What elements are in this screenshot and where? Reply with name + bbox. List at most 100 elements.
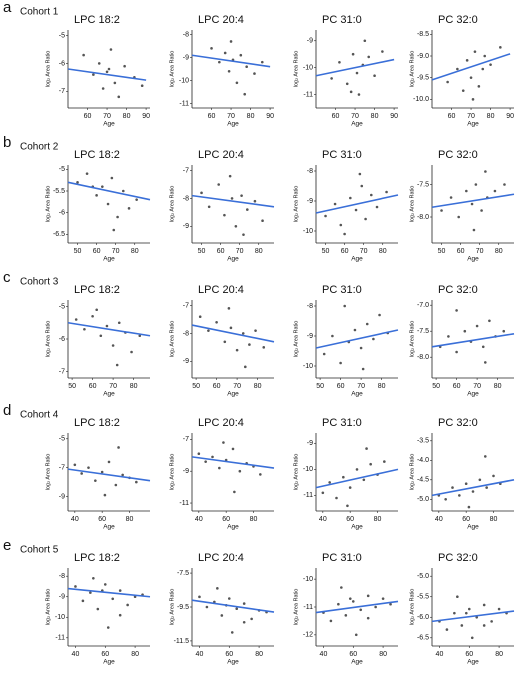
x-tick-label: 60 bbox=[225, 651, 233, 658]
data-point bbox=[109, 48, 113, 51]
data-point bbox=[87, 466, 90, 469]
data-point bbox=[242, 602, 246, 605]
y-axis-label: log₂ Area Ratio bbox=[409, 321, 415, 358]
data-point bbox=[126, 603, 129, 607]
y-tick-label: -11.5 bbox=[174, 638, 190, 645]
cohort-label: Cohort 3 bbox=[20, 277, 59, 288]
chart-title: LPC 20:4 bbox=[198, 417, 244, 429]
x-tick-label: 80 bbox=[126, 516, 134, 523]
y-axis-label: log₂ Area Ratio bbox=[409, 589, 415, 626]
y-tick-label: -8.0 bbox=[417, 214, 429, 221]
x-tick-label: 60 bbox=[222, 516, 230, 523]
data-point bbox=[97, 62, 101, 65]
data-point bbox=[493, 189, 497, 193]
y-tick-label: -4.0 bbox=[417, 457, 429, 464]
data-point bbox=[490, 620, 493, 623]
data-point bbox=[359, 608, 363, 612]
data-point bbox=[235, 607, 239, 610]
fit-line bbox=[191, 194, 275, 208]
data-point bbox=[321, 491, 325, 495]
x-tick-label: 40 bbox=[436, 651, 444, 658]
data-point bbox=[230, 197, 234, 200]
data-point bbox=[497, 607, 501, 611]
data-point bbox=[114, 483, 118, 487]
y-tick-label: -11 bbox=[303, 91, 313, 98]
data-point bbox=[229, 40, 233, 43]
cohort-label: Cohort 5 bbox=[20, 545, 59, 556]
panel-letter: d bbox=[3, 402, 11, 419]
y-axis-label: log₂ Area Ratio bbox=[409, 454, 415, 491]
data-point bbox=[389, 602, 392, 606]
data-point bbox=[222, 441, 225, 444]
data-point bbox=[478, 478, 482, 482]
x-tick-label: 90 bbox=[266, 113, 274, 120]
data-point bbox=[243, 92, 247, 96]
fit-line bbox=[431, 193, 515, 209]
y-tick-label: -9.0 bbox=[417, 53, 429, 60]
y-tick-label: -5 bbox=[59, 303, 65, 310]
chart-title: LPC 20:4 bbox=[198, 284, 244, 296]
fit-line bbox=[431, 53, 511, 81]
data-point bbox=[107, 460, 111, 464]
data-point bbox=[220, 614, 224, 617]
x-tick-label: 80 bbox=[255, 651, 263, 658]
data-point bbox=[76, 181, 79, 184]
data-point bbox=[117, 446, 120, 449]
x-tick-label: 80 bbox=[123, 113, 131, 120]
x-tick-label: 60 bbox=[213, 383, 221, 390]
data-point bbox=[385, 190, 388, 194]
panel-letter: c bbox=[3, 269, 11, 286]
y-tick-label: -3.5 bbox=[417, 438, 429, 445]
data-point bbox=[348, 597, 352, 600]
x-tick-label: 50 bbox=[68, 383, 76, 390]
x-tick-label: 90 bbox=[506, 113, 514, 120]
data-point bbox=[471, 490, 475, 493]
y-axis-label: log₂ Area Ratio bbox=[45, 454, 51, 491]
y-tick-label: -10 bbox=[303, 466, 313, 473]
data-point bbox=[335, 496, 338, 500]
y-tick-label: -10 bbox=[303, 363, 313, 370]
y-tick-label: -6 bbox=[59, 60, 65, 67]
fit-line bbox=[67, 468, 151, 482]
fit-line bbox=[315, 468, 399, 489]
y-tick-label: -5.0 bbox=[417, 496, 429, 503]
fit-line bbox=[315, 194, 399, 214]
data-point bbox=[480, 209, 483, 212]
data-point bbox=[207, 329, 210, 332]
y-tick-label: -10.0 bbox=[413, 96, 429, 103]
data-point bbox=[121, 473, 124, 477]
data-point bbox=[351, 600, 355, 603]
y-tick-label: -9 bbox=[183, 468, 189, 475]
data-point bbox=[351, 52, 355, 56]
data-point bbox=[346, 504, 349, 508]
fit-line bbox=[67, 587, 151, 598]
data-point bbox=[116, 215, 119, 219]
data-point bbox=[238, 469, 242, 473]
data-point bbox=[343, 304, 347, 308]
y-tick-label: -7 bbox=[59, 88, 65, 95]
x-axis-label: Age bbox=[103, 256, 115, 263]
data-point bbox=[458, 494, 461, 497]
x-axis-label: Age bbox=[351, 121, 363, 128]
data-point bbox=[483, 54, 487, 58]
y-axis-label: log₂ Area Ratio bbox=[293, 51, 299, 88]
data-point bbox=[217, 183, 220, 186]
y-tick-label: -9 bbox=[307, 333, 313, 340]
data-point bbox=[457, 215, 460, 219]
x-tick-label: 40 bbox=[196, 651, 204, 658]
x-tick-label: 50 bbox=[198, 248, 206, 255]
data-point bbox=[322, 352, 326, 356]
chart-title: PC 32:0 bbox=[438, 284, 478, 296]
data-point bbox=[100, 470, 104, 474]
data-point bbox=[211, 455, 214, 459]
data-point bbox=[366, 594, 370, 598]
y-tick-label: -5 bbox=[59, 436, 65, 443]
data-point bbox=[484, 361, 487, 364]
chart-title: PC 31:0 bbox=[322, 417, 362, 429]
data-point bbox=[117, 321, 121, 325]
chart-title: LPC 18:2 bbox=[74, 284, 120, 296]
x-tick-label: 60 bbox=[337, 383, 345, 390]
y-tick-label: -9 bbox=[183, 358, 189, 365]
data-point bbox=[330, 77, 333, 80]
data-point bbox=[355, 71, 359, 75]
